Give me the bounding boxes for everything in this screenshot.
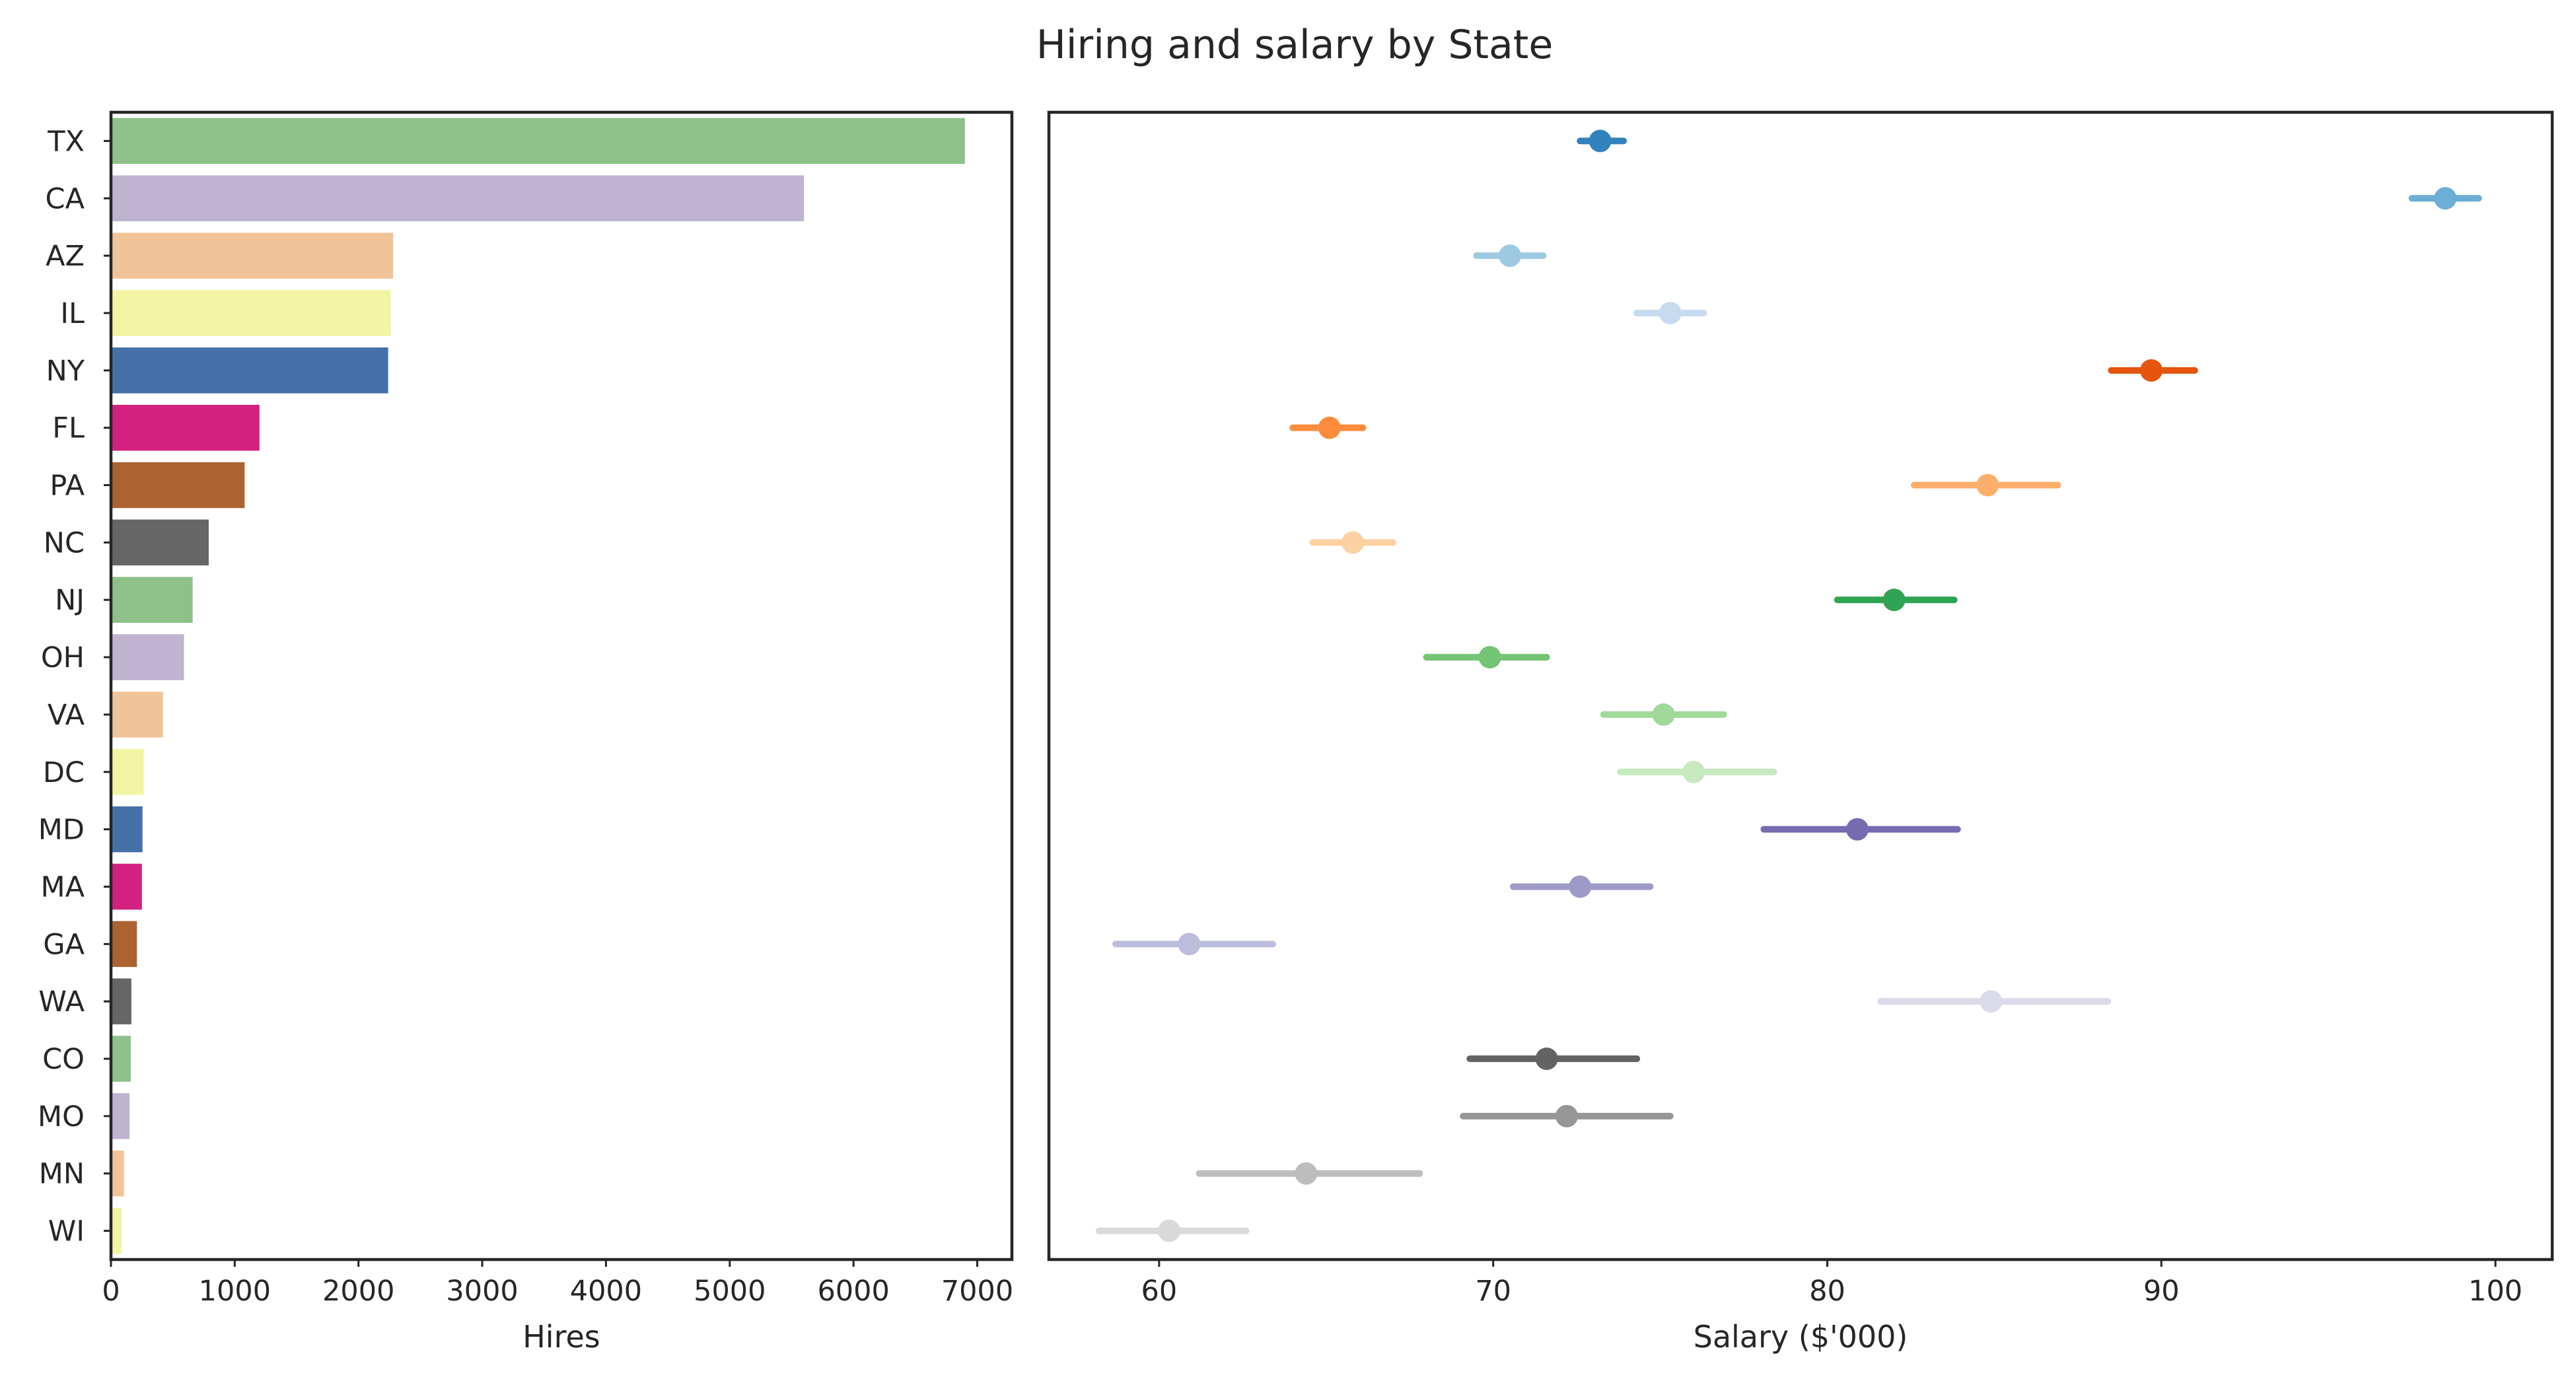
state-label-nc: NC — [44, 526, 85, 559]
salary-point-chart: 60 70 80 90 100 Salary ($'000) — [1047, 110, 2554, 1355]
bar-il — [111, 290, 391, 336]
state-label-dc: DC — [43, 756, 85, 789]
hires-tick-label: 7000 — [941, 1275, 1013, 1308]
hires-axes-frame — [109, 110, 1014, 1262]
chart-title: Hiring and salary by State — [1036, 22, 1553, 68]
hires-tick-label: 5000 — [694, 1275, 766, 1308]
bar-wa — [111, 978, 131, 1024]
salary-point-co — [1535, 1048, 1558, 1071]
state-label-mo: MO — [38, 1100, 85, 1133]
state-label-wa: WA — [38, 985, 85, 1018]
state-label-co: CO — [42, 1043, 85, 1076]
salary-point-dc — [1682, 760, 1705, 783]
salary-point-pa — [1976, 474, 1999, 497]
state-label-mn: MN — [39, 1158, 85, 1191]
state-label-ny: NY — [46, 355, 85, 388]
bar-pa — [111, 462, 245, 509]
hires-tick-label: 0 — [102, 1275, 120, 1308]
salary-point-mo — [1555, 1104, 1578, 1127]
hires-tick-label: 1000 — [199, 1275, 271, 1308]
state-label-il: IL — [60, 297, 85, 330]
bar-ca — [111, 175, 805, 222]
state-label-nj: NJ — [55, 584, 85, 617]
salary-point-tx — [1589, 129, 1612, 153]
salary-point-fl — [1318, 416, 1341, 439]
hires-axis-label: Hires — [522, 1319, 600, 1355]
bar-oh — [111, 634, 184, 680]
salary-point-oh — [1478, 646, 1501, 669]
state-label-az: AZ — [46, 240, 85, 273]
state-label-tx: TX — [47, 125, 85, 158]
bar-nj — [111, 577, 193, 623]
bar-ma — [111, 863, 142, 910]
salary-point-wa — [1980, 990, 2003, 1013]
bar-fl — [111, 404, 260, 451]
salary-point-nc — [1342, 531, 1365, 554]
salary-point-ca — [2434, 187, 2457, 210]
salary-point-wi — [1158, 1219, 1181, 1242]
bar-co — [111, 1036, 131, 1082]
salary-tick-label: 90 — [2143, 1275, 2180, 1308]
bar-nc — [111, 519, 209, 566]
salary-point-va — [1652, 703, 1675, 726]
salary-point-az — [1498, 244, 1521, 267]
bar-ga — [111, 921, 137, 968]
hires-bar-chart: TX CA AZ IL NY FL PA NC NJ OH VA DC MD MA GA WA CO MO MN WI… — [38, 110, 1014, 1355]
state-label-ca: CA — [46, 182, 85, 215]
bar-va — [111, 692, 163, 738]
bar-md — [111, 806, 143, 853]
salary-axes-frame — [1047, 110, 2554, 1262]
state-label-pa: PA — [50, 470, 85, 503]
bar-wi — [111, 1207, 122, 1254]
state-label-ma: MA — [40, 871, 85, 904]
salary-point-ny — [2140, 359, 2163, 382]
hires-tick-label: 2000 — [322, 1275, 394, 1308]
salary-tick-label: 70 — [1475, 1275, 1511, 1308]
salary-point-md — [1845, 818, 1869, 841]
hires-tick-label: 4000 — [570, 1275, 642, 1308]
bar-mn — [111, 1150, 124, 1197]
state-label-oh: OH — [41, 641, 85, 674]
salary-point-mn — [1295, 1162, 1318, 1185]
salary-point-il — [1659, 301, 1682, 324]
salary-point-ga — [1178, 933, 1201, 956]
state-label-md: MD — [38, 814, 85, 847]
salary-point-ma — [1569, 875, 1592, 898]
bar-az — [111, 232, 394, 279]
hires-tick-label: 6000 — [817, 1275, 889, 1308]
bar-ny — [111, 347, 388, 394]
salary-point-nj — [1882, 588, 1906, 612]
state-label-va: VA — [48, 699, 85, 732]
state-label-fl: FL — [52, 412, 85, 445]
state-label-wi: WI — [48, 1215, 85, 1248]
bar-tx — [111, 118, 965, 164]
bar-dc — [111, 749, 144, 795]
salary-tick-label: 80 — [1809, 1275, 1845, 1308]
salary-axis-label: Salary ($'000) — [1694, 1319, 1908, 1355]
salary-tick-label: 100 — [2468, 1275, 2522, 1308]
bar-mo — [111, 1093, 130, 1139]
salary-tick-label: 60 — [1141, 1275, 1178, 1308]
hires-tick-label: 3000 — [446, 1275, 518, 1308]
state-label-ga: GA — [43, 928, 85, 961]
